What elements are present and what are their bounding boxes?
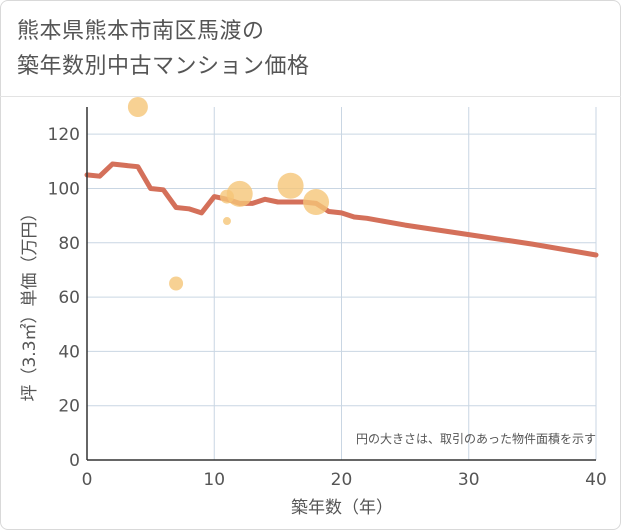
data-point (277, 172, 304, 199)
y-tick-label: 80 (58, 234, 80, 254)
trend-layer (84, 161, 599, 258)
title-line-2: 築年数別中古マンション価格 (17, 54, 310, 79)
data-point (222, 217, 231, 226)
x-tick-labels: 0 10 20 30 40 (82, 470, 607, 490)
y-tick-label: 120 (48, 125, 80, 145)
y-tick-label: 40 (58, 342, 80, 362)
data-point (169, 276, 184, 291)
data-point (127, 97, 148, 117)
x-tick-label: 0 (82, 470, 93, 490)
x-tick-label: 20 (331, 470, 353, 490)
trend-line (84, 161, 599, 258)
data-points (127, 97, 330, 291)
title-line-1: 熊本県熊本市南区馬渡の (17, 19, 265, 44)
chart-title: 熊本県熊本市南区馬渡の 築年数別中古マンション価格 (17, 14, 310, 84)
axes (86, 107, 596, 461)
data-point (303, 189, 330, 216)
y-tick-label: 0 (69, 451, 80, 471)
grid-lines (87, 107, 597, 460)
header-divider (0, 96, 621, 97)
x-tick-label: 30 (458, 470, 480, 490)
y-axis-title: 坪（3.3㎡）単価（万円） (20, 204, 40, 401)
y-tick-label: 100 (48, 179, 80, 199)
y-tick-labels: 0 20 40 60 80 100 120 (48, 125, 80, 471)
x-tick-label: 40 (585, 470, 607, 490)
y-tick-label: 20 (58, 397, 80, 417)
size-note: 円の大きさは、取引のあった物件面積を示す (356, 431, 596, 446)
y-tick-label: 60 (58, 288, 80, 308)
data-point (226, 180, 253, 207)
x-tick-label: 10 (203, 470, 225, 490)
x-axis-title: 築年数（年） (291, 498, 393, 518)
